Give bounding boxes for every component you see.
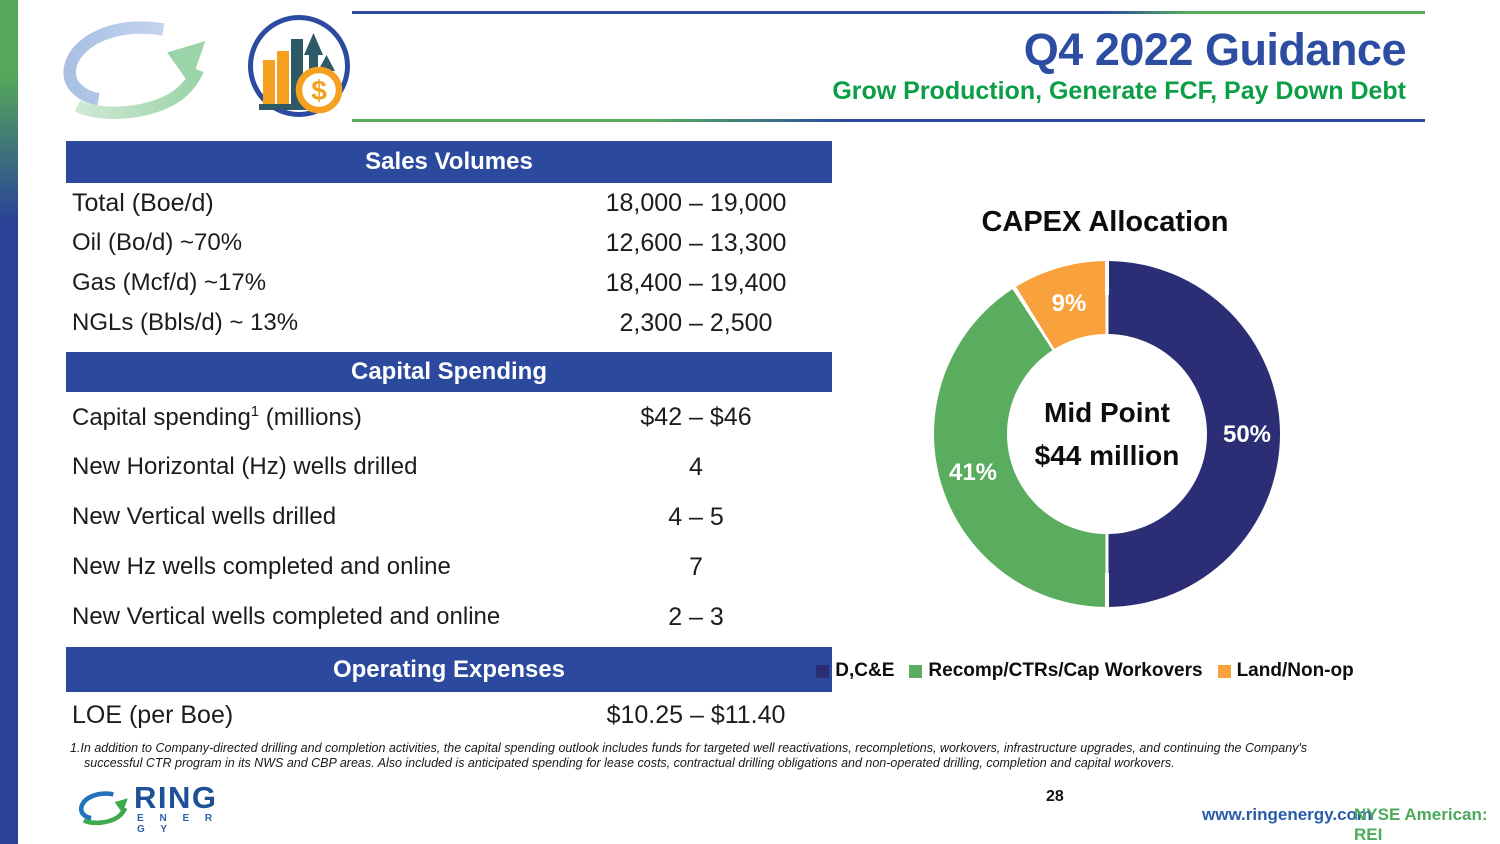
- row-label: Capital spending1 (millions): [72, 402, 362, 431]
- row-value: 12,600 – 13,300: [605, 228, 787, 257]
- row-value: 18,000 – 19,000: [605, 188, 787, 217]
- row-label: New Horizontal (Hz) wells drilled: [72, 453, 418, 480]
- table-row: NGLs (Bbls/d) ~ 13% 2,300 – 2,500: [66, 303, 832, 343]
- slice-label-recomp: 41%: [948, 459, 998, 486]
- page-title: Q4 2022 Guidance: [1023, 24, 1407, 75]
- row-value: $42 – $46: [640, 402, 752, 431]
- capital-spending-header: Capital Spending: [66, 352, 832, 392]
- row-value: $10.25 – $11.40: [606, 700, 786, 729]
- legend-item: Land/Non-op: [1217, 660, 1354, 682]
- row-value: 4 – 5: [668, 502, 724, 531]
- row-label: New Vertical wells drilled: [72, 503, 337, 530]
- row-value: 2 – 3: [668, 602, 724, 631]
- row-value: 18,400 – 19,400: [605, 268, 787, 297]
- ring-swoosh-small-icon: [78, 791, 128, 826]
- donut-center-label: Mid Point $44 million: [1007, 334, 1207, 534]
- legend-label: D,C&E: [835, 660, 895, 681]
- chart-legend: D,C&E Recomp/CTRs/Cap Workovers Land/Non…: [816, 660, 1354, 682]
- table-row: New Horizontal (Hz) wells drilled 4: [66, 442, 832, 492]
- ring-energy-logo: RING E N E R G Y: [78, 780, 238, 838]
- website-link[interactable]: www.ringenergy.com: [1202, 805, 1373, 824]
- row-value: 7: [689, 552, 703, 581]
- row-label: LOE (per Boe): [72, 700, 234, 729]
- row-label: NGLs (Bbls/d) ~ 13%: [72, 309, 299, 336]
- ring-swoosh-icon: [63, 21, 206, 119]
- row-label: Oil (Bo/d) ~70%: [72, 229, 243, 256]
- ticker-label: NYSE American: REI: [1354, 805, 1488, 844]
- row-label: Total (Boe/d): [72, 188, 214, 217]
- footnote-marker: 1: [250, 402, 260, 420]
- table-row: New Vertical wells drilled 4 – 5: [66, 492, 832, 542]
- legend-label: Land/Non-op: [1236, 660, 1354, 681]
- title-rule-bottom: [352, 119, 1425, 122]
- guidance-table: Sales Volumes Total (Boe/d) 18,000 – 19,…: [66, 141, 832, 738]
- slice-label-dce: 50%: [1222, 421, 1272, 448]
- table-row: Total (Boe/d) 18,000 – 19,000: [66, 183, 832, 223]
- svg-text:$: $: [311, 75, 327, 106]
- title-rule-top: [352, 11, 1425, 14]
- legend-item: Recomp/CTRs/Cap Workovers: [909, 660, 1203, 682]
- logo-subtext: E N E R G Y: [137, 813, 219, 835]
- page-subtitle: Grow Production, Generate FCF, Pay Down …: [832, 77, 1406, 105]
- chart-title: CAPEX Allocation: [981, 206, 1229, 238]
- footnote: 1.In addition to Company-directed drilli…: [70, 741, 1308, 771]
- legend-swatch-recomp: [909, 664, 923, 678]
- table-row: LOE (per Boe) $10.25 – $11.40: [66, 692, 832, 738]
- legend-label: Recomp/CTRs/Cap Workovers: [928, 660, 1203, 681]
- table-row: New Hz wells completed and online 7: [66, 542, 832, 592]
- legend-item: D,C&E: [816, 660, 894, 682]
- row-label: Gas (Mcf/d) ~17%: [72, 269, 267, 296]
- row-label: New Hz wells completed and online: [72, 553, 451, 580]
- page-number: 28: [1046, 788, 1064, 805]
- logo-text: RING: [134, 780, 218, 815]
- table-row: Gas (Mcf/d) ~17% 18,400 – 19,400: [66, 263, 832, 303]
- left-accent-bar: [0, 0, 18, 844]
- sales-volumes-header: Sales Volumes: [66, 141, 832, 183]
- slice-label-land: 9%: [1051, 290, 1087, 317]
- legend-swatch-dce: [816, 664, 830, 678]
- operating-expenses-header: Operating Expenses: [66, 647, 832, 692]
- table-row: Capital spending1 (millions) $42 – $46: [66, 392, 832, 442]
- row-value: 4: [689, 452, 703, 481]
- row-label: New Vertical wells completed and online: [72, 603, 501, 630]
- growth-chart-coin-icon: $: [248, 15, 350, 117]
- legend-swatch-land: [1217, 664, 1231, 678]
- capex-donut-chart: Mid Point $44 million 50% 41% 9%: [934, 261, 1280, 607]
- row-value: 2,300 – 2,500: [619, 308, 773, 337]
- table-row: Oil (Bo/d) ~70% 12,600 – 13,300: [66, 223, 832, 263]
- table-row: New Vertical wells completed and online …: [66, 592, 832, 642]
